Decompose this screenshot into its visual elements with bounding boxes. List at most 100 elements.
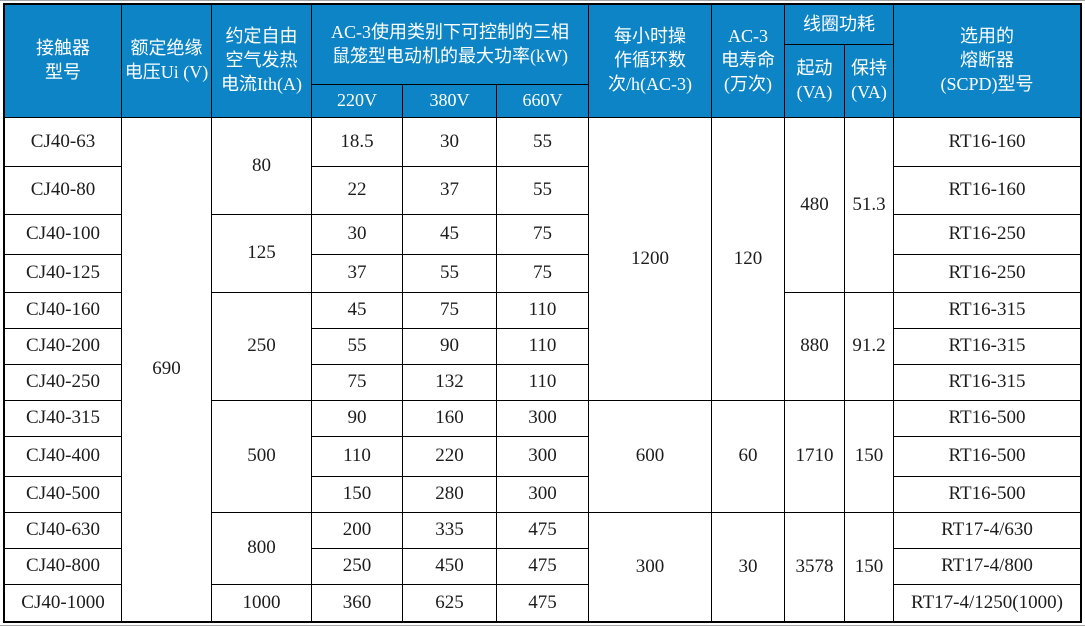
cell-p660-r12: 475 [497,549,589,585]
cell-p660-r1: 55 [497,118,589,167]
header-operating-cycles: 每小时操 作循环数 次/h(AC-3) [589,5,712,118]
cell-ith-500: 500 [212,401,312,513]
cell-hold-150a: 150 [845,401,894,513]
cell-model-cj40-400: CJ40-400 [5,437,122,477]
cell-fuse-r10: RT16-500 [894,477,1080,513]
cell-p220-r8: 90 [312,401,403,437]
cell-fuse-r13: RT17-4/1250(1000) [894,585,1080,621]
cell-p380-r10: 280 [403,477,497,513]
header-ac3-electrical-life: AC-3 电寿命 (万次) [712,5,785,118]
cell-p220-r1: 18.5 [312,118,403,167]
cell-model-cj40-80: CJ40-80 [5,167,122,215]
cell-fuse-r12: RT17-4/800 [894,549,1080,585]
header-power-220v: 220V [312,85,403,118]
cell-p220-r13: 360 [312,585,403,621]
cell-fuse-r5: RT16-315 [894,293,1080,329]
cell-hold-51-3: 51.3 [845,118,894,293]
header-coil-hold-va: 保持 (VA) [845,45,894,118]
cell-p380-r5: 75 [403,293,497,329]
cell-start-880: 880 [785,293,845,401]
cell-p660-r9: 300 [497,437,589,477]
cell-p660-r2: 55 [497,167,589,215]
cell-p380-r8: 160 [403,401,497,437]
cell-ith-1000: 1000 [212,585,312,621]
cell-p220-r12: 250 [312,549,403,585]
cell-fuse-r2: RT16-160 [894,167,1080,215]
cell-life-60: 60 [712,401,785,513]
cell-model-cj40-500: CJ40-500 [5,477,122,513]
cell-p220-r5: 45 [312,293,403,329]
cell-hold-91-2: 91.2 [845,293,894,401]
cell-p220-r3: 30 [312,215,403,255]
cell-p660-r10: 300 [497,477,589,513]
cell-start-3578: 3578 [785,513,845,621]
cell-model-cj40-63: CJ40-63 [5,118,122,167]
cell-fuse-r1: RT16-160 [894,118,1080,167]
header-power-660v: 660V [497,85,589,118]
cell-model-cj40-315: CJ40-315 [5,401,122,437]
cell-p380-r13: 625 [403,585,497,621]
cell-fuse-r3: RT16-250 [894,215,1080,255]
cell-model-cj40-800: CJ40-800 [5,549,122,585]
cell-p660-r13: 475 [497,585,589,621]
cell-ith-125: 125 [212,215,312,293]
header-contactor-model: 接触器 型号 [5,5,122,118]
header-fuse-scpd-type: 选用的 熔断器 (SCPD)型号 [894,5,1080,118]
header-coil-start-va: 起动 (VA) [785,45,845,118]
cell-life-120: 120 [712,118,785,401]
cell-ui-690: 690 [122,118,212,621]
cell-p220-r2: 22 [312,167,403,215]
cell-cycles-1200: 1200 [589,118,712,401]
cell-fuse-r6: RT16-315 [894,329,1080,365]
cell-fuse-r8: RT16-500 [894,401,1080,437]
cell-p660-r8: 300 [497,401,589,437]
page-bottom-rule [0,625,1085,626]
cell-p660-r3: 75 [497,215,589,255]
cell-p660-r5: 110 [497,293,589,329]
spec-table: 接触器 型号 额定绝缘 电压Ui (V) 约定自由 空气发热 电流Ith(A) AC-… [5,5,1080,621]
cell-hold-150b: 150 [845,513,894,621]
cell-ith-800: 800 [212,513,312,585]
page-top-rule [0,0,1085,1]
cell-life-30: 30 [712,513,785,621]
cell-model-cj40-125: CJ40-125 [5,255,122,293]
cell-cycles-300: 300 [589,513,712,621]
cell-model-cj40-1000: CJ40-1000 [5,585,122,621]
cell-p220-r9: 110 [312,437,403,477]
cell-model-cj40-250: CJ40-250 [5,365,122,401]
cell-p380-r2: 37 [403,167,497,215]
cell-fuse-r11: RT17-4/630 [894,513,1080,549]
cell-model-cj40-160: CJ40-160 [5,293,122,329]
header-rated-insulation-voltage: 额定绝缘 电压Ui (V) [122,5,212,118]
cell-ith-250: 250 [212,293,312,401]
cell-p220-r11: 200 [312,513,403,549]
cell-p220-r7: 75 [312,365,403,401]
cell-fuse-r7: RT16-315 [894,365,1080,401]
cell-p380-r4: 55 [403,255,497,293]
cell-p380-r7: 132 [403,365,497,401]
cell-p380-r11: 335 [403,513,497,549]
cell-p380-r9: 220 [403,437,497,477]
cell-start-1710: 1710 [785,401,845,513]
cell-model-cj40-200: CJ40-200 [5,329,122,365]
cell-p380-r3: 45 [403,215,497,255]
header-power-380v: 380V [403,85,497,118]
cell-p660-r6: 110 [497,329,589,365]
header-coil-power-group: 线圈功耗 [785,5,894,45]
cell-p380-r12: 450 [403,549,497,585]
cell-p220-r10: 150 [312,477,403,513]
cell-start-480: 480 [785,118,845,293]
cell-fuse-r9: RT16-500 [894,437,1080,477]
cell-model-cj40-630: CJ40-630 [5,513,122,549]
cell-p220-r4: 37 [312,255,403,293]
cell-cycles-600: 600 [589,401,712,513]
cell-p660-r11: 475 [497,513,589,549]
cell-p660-r7: 110 [497,365,589,401]
cell-fuse-r4: RT16-250 [894,255,1080,293]
cell-p220-r6: 55 [312,329,403,365]
cell-p380-r1: 30 [403,118,497,167]
cell-ith-80: 80 [212,118,312,215]
spec-table-frame: 接触器 型号 额定绝缘 电压Ui (V) 约定自由 空气发热 电流Ith(A) AC-… [3,3,1082,623]
cell-p380-r6: 90 [403,329,497,365]
header-ac3-max-power-group: AC-3使用类别下可控制的三相 鼠笼型电动机的最大功率(kW) [312,5,589,85]
